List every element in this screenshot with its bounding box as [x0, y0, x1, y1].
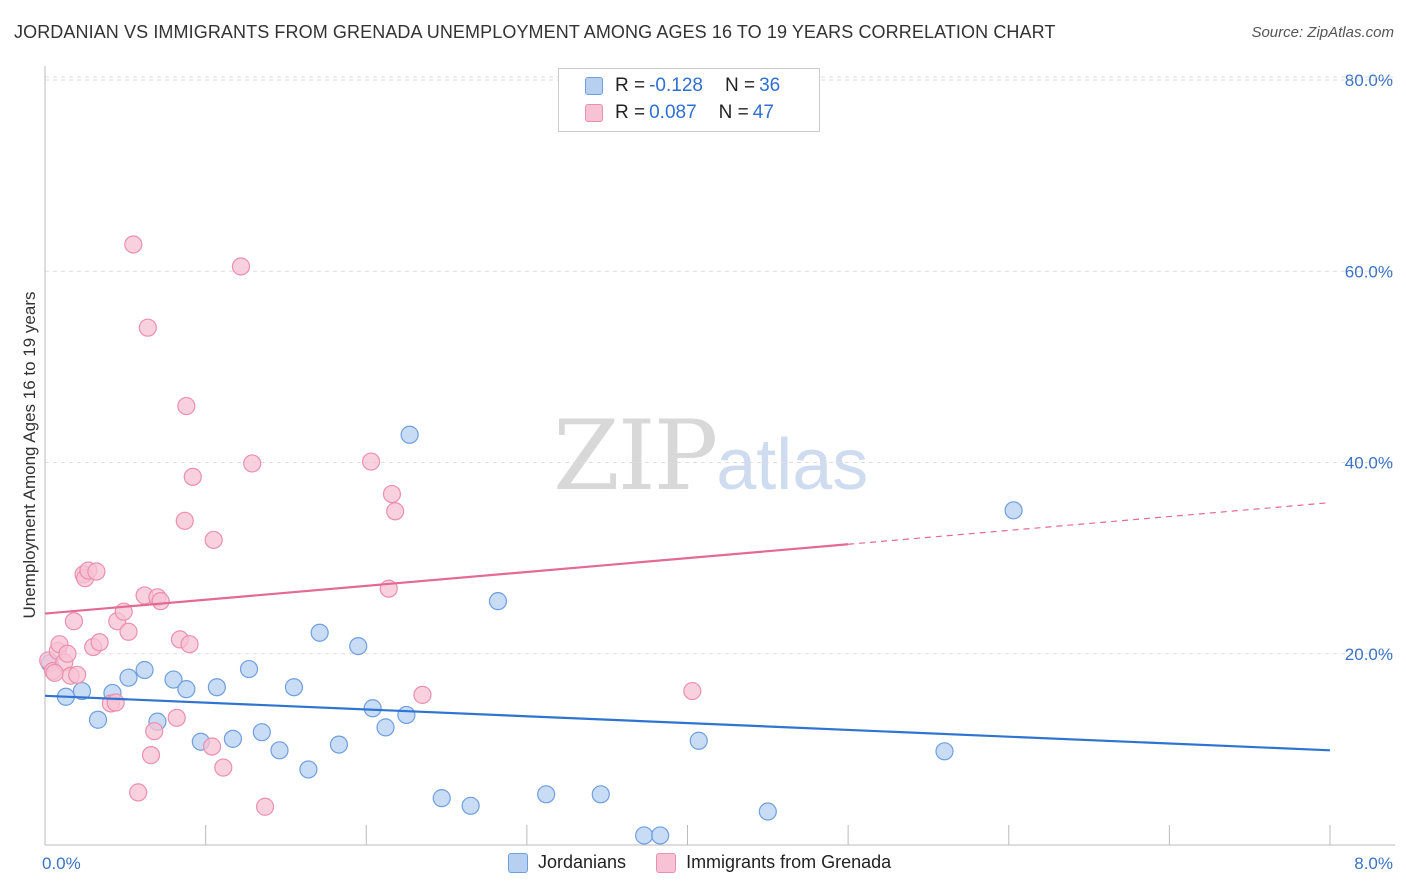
jordanian-point: [349, 636, 368, 656]
grenada-point: [231, 257, 251, 276]
grenada-point: [87, 562, 106, 581]
legend-swatch-pink: [585, 104, 603, 122]
legend-swatch-blue: [585, 77, 603, 95]
grenada-point: [180, 635, 199, 654]
grenada-point: [138, 318, 157, 337]
grenada-point: [214, 758, 233, 777]
grenada-point: [683, 681, 702, 701]
grenada-point: [167, 708, 186, 727]
jordanian-point: [284, 678, 304, 697]
jordanian-point: [119, 668, 138, 687]
legend-n-value: 47: [752, 102, 774, 123]
legend-n-label: N =: [724, 75, 756, 96]
grenada-point: [413, 685, 432, 704]
grenada-point: [90, 633, 109, 652]
jordanian-point: [432, 789, 451, 808]
grenada-point: [382, 484, 402, 504]
grenada-point: [58, 644, 77, 663]
legend-r-value: 0.087: [649, 102, 697, 123]
jordanian-point: [758, 802, 777, 821]
jordanian-point: [164, 670, 183, 689]
y-tick-label: 80.0%: [1345, 71, 1393, 90]
grenada-trend-line-extension: [848, 502, 1331, 545]
jordanian-point: [270, 741, 289, 760]
legend-box: R = -0.128 N = 36 R = 0.087 N = 47: [558, 68, 820, 132]
jordanian-point: [376, 718, 395, 737]
jordanian-point: [461, 796, 480, 815]
jordanian-point: [397, 705, 416, 725]
jordanian-point: [591, 785, 610, 804]
grenada-point: [124, 235, 143, 254]
legend-row-grenada: R = 0.087 N = 47: [585, 101, 778, 125]
x-tick-label-min: 0.0%: [42, 854, 81, 873]
legend-n-value: 36: [759, 75, 781, 96]
source-credit: Source: ZipAtlas.com: [1251, 24, 1394, 41]
grenada-point: [106, 693, 125, 712]
bottom-legend-swatch-pink: [656, 852, 677, 873]
jordanian-point: [400, 425, 419, 444]
jordanian-point: [329, 735, 349, 754]
grenada-point: [68, 665, 87, 684]
jordanian-point: [252, 723, 271, 742]
jordanian-point: [72, 681, 92, 701]
grenada-point: [175, 511, 194, 530]
grenada-point: [204, 530, 223, 550]
grenada-point: [361, 452, 381, 471]
jordanian-point: [935, 742, 954, 761]
jordanian-point: [651, 826, 670, 845]
jordanian-point: [363, 699, 382, 718]
legend-r-label: R =: [615, 102, 646, 123]
bottom-legend-label: Immigrants from Grenada: [686, 852, 892, 872]
jordanian-point: [135, 660, 154, 680]
jordanian-point: [310, 623, 329, 642]
y-tick-label: 60.0%: [1345, 262, 1393, 281]
y-tick-label: 40.0%: [1345, 454, 1393, 473]
grenada-point: [145, 722, 164, 741]
grenada-point: [183, 467, 202, 486]
x-tick-label-max: 8.0%: [1354, 854, 1393, 873]
bottom-legend: Jordanians Immigrants from Grenada: [508, 852, 921, 873]
jordanian-point: [635, 826, 654, 845]
legend-r-value: -0.128: [649, 75, 703, 96]
legend-r-label: R =: [615, 75, 646, 96]
jordanian-point: [689, 731, 708, 750]
watermark-atlas: atlas: [716, 425, 869, 505]
bottom-legend-swatch-blue: [508, 852, 528, 873]
jordanian-point: [1004, 501, 1023, 520]
grenada-point: [141, 746, 161, 765]
bottom-legend-grenada: Immigrants from Grenada: [656, 852, 891, 873]
jordanian-point: [299, 760, 318, 779]
grenada-point: [255, 797, 275, 816]
jordanian-point: [537, 785, 556, 804]
jordanian-trend-line: [44, 694, 1331, 752]
grenada-point: [202, 737, 222, 756]
legend-row-jordanians: R = -0.128 N = 36: [585, 74, 784, 98]
jordanian-point: [239, 659, 259, 679]
grenada-point: [119, 622, 138, 641]
watermark-zip: ZIP: [553, 400, 718, 512]
grenada-trend-line: [44, 543, 849, 615]
jordanian-point: [223, 729, 243, 748]
jordanian-point: [488, 592, 508, 611]
legend-n-label: N =: [718, 102, 749, 123]
grenada-point: [129, 783, 148, 802]
grenada-point: [64, 612, 84, 631]
bottom-legend-label: Jordanians: [538, 852, 627, 872]
y-tick-label: 20.0%: [1345, 645, 1393, 664]
jordanian-point: [177, 680, 196, 699]
bottom-legend-jordanians: Jordanians: [508, 852, 626, 873]
chart-title: JORDANIAN VS IMMIGRANTS FROM GRENADA UNE…: [14, 22, 1056, 42]
jordanian-point: [88, 710, 108, 729]
grenada-point: [243, 454, 262, 473]
grenada-point: [45, 663, 64, 682]
grenada-point: [386, 502, 405, 521]
jordanian-point: [207, 678, 226, 697]
watermark: ZIPatlas: [553, 400, 868, 512]
grenada-point: [177, 396, 196, 416]
grenada-point: [151, 592, 170, 611]
